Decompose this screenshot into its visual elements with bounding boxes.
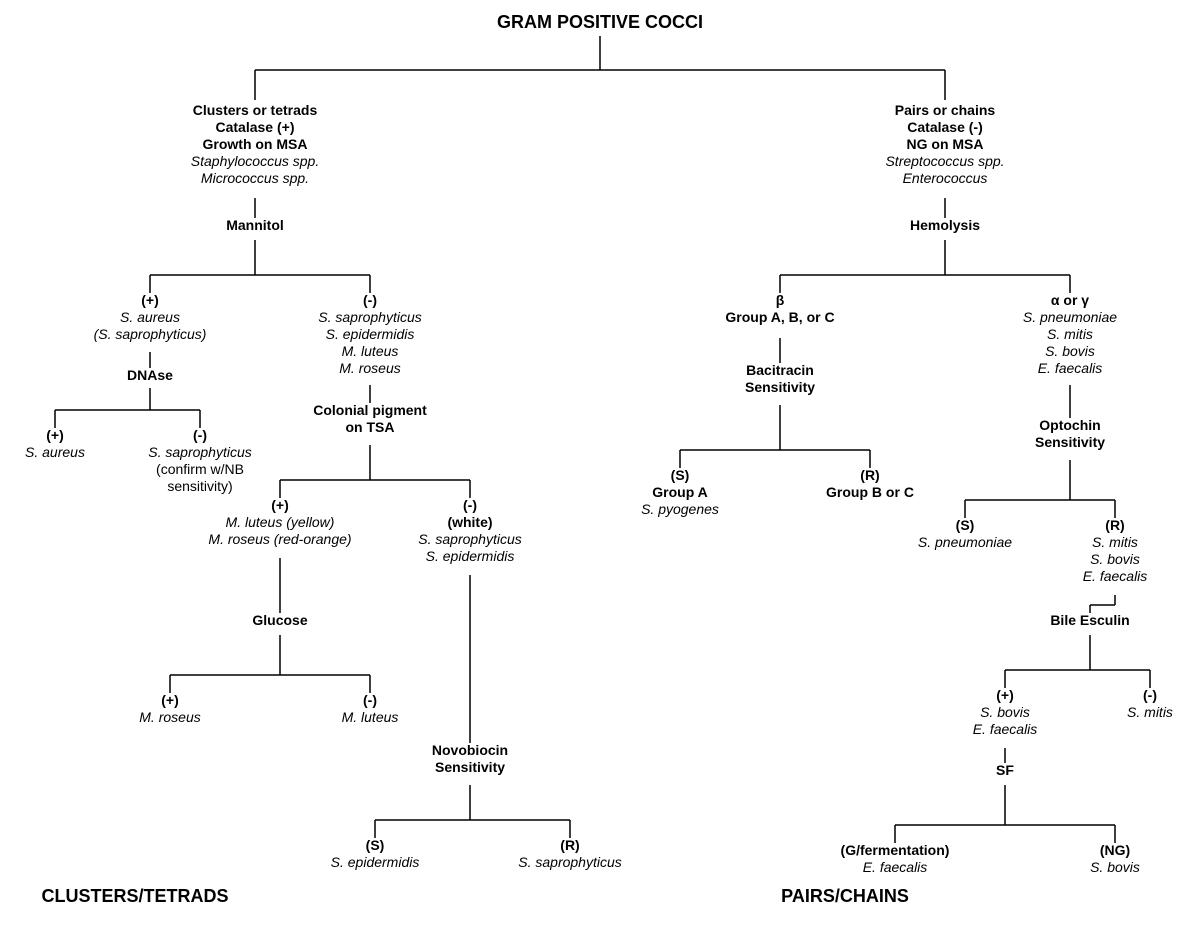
node-alpha: α or γS. pneumoniaeS. mitisS. bovisE. fa…	[1023, 292, 1117, 376]
node-pigment_pos: (+)M. luteus (yellow)M. roseus (red-oran…	[208, 497, 351, 547]
node-mannitol: Mannitol	[226, 217, 284, 233]
node-novo_s: (S)S. epidermidis	[331, 837, 420, 870]
node-optochin: OptochinSensitivity	[1035, 417, 1105, 450]
node-bile_neg: (-)S. mitis	[1127, 687, 1173, 720]
node-glucose_pos: (+)M. roseus	[139, 692, 200, 725]
node-dnase_pos: (+)S. aureus	[25, 427, 85, 460]
node-glucose_neg: (-)M. luteus	[342, 692, 399, 725]
node-sf_ng: (NG)S. bovis	[1090, 842, 1140, 875]
node-sf_g: (G/fermentation)E. faecalis	[841, 842, 950, 875]
node-beta: βGroup A, B, or C	[725, 292, 834, 325]
node-clusters: Clusters or tetradsCatalase (+)Growth on…	[191, 102, 319, 186]
node-pairs: Pairs or chainsCatalase (-)NG on MSAStre…	[885, 102, 1004, 186]
node-bile: Bile Esculin	[1050, 612, 1129, 628]
node-opt_r: (R)S. mitisS. bovisE. faecalis	[1083, 517, 1148, 584]
node-sf: SF	[996, 762, 1014, 778]
node-bile_pos: (+)S. bovisE. faecalis	[973, 687, 1038, 737]
node-bacitracin: BacitracinSensitivity	[745, 362, 815, 395]
node-opt_s: (S)S. pneumoniae	[918, 517, 1012, 550]
node-bac_r: (R)Group B or C	[826, 467, 914, 500]
node-pairs_lbl: PAIRS/CHAINS	[781, 886, 909, 906]
node-novo: NovobiocinSensitivity	[432, 742, 508, 775]
node-dnase_neg: (-)S. saprophyticus(confirm w/NBsensitiv…	[148, 427, 252, 494]
node-mann_pos: (+)S. aureus(S. saprophyticus)	[94, 292, 207, 342]
node-glucose: Glucose	[252, 612, 307, 628]
node-clusters_lbl: CLUSTERS/TETRADS	[41, 886, 228, 906]
node-novo_r: (R)S. saprophyticus	[518, 837, 622, 870]
node-hemolysis: Hemolysis	[910, 217, 980, 233]
node-pigment_neg: (-)(white)S. saprophyticusS. epidermidis	[418, 497, 522, 564]
flowchart-canvas: GRAM POSITIVE COCCI Clusters or tetradsCa…	[0, 0, 1200, 927]
node-bac_s: (S)Group AS. pyogenes	[641, 467, 719, 517]
node-mann_neg: (-)S. saprophyticusS. epidermidisM. lute…	[318, 292, 422, 376]
node-title: GRAM POSITIVE COCCI	[497, 12, 703, 32]
node-pigment: Colonial pigmenton TSA	[313, 402, 427, 435]
node-dnase: DNAse	[127, 367, 173, 383]
